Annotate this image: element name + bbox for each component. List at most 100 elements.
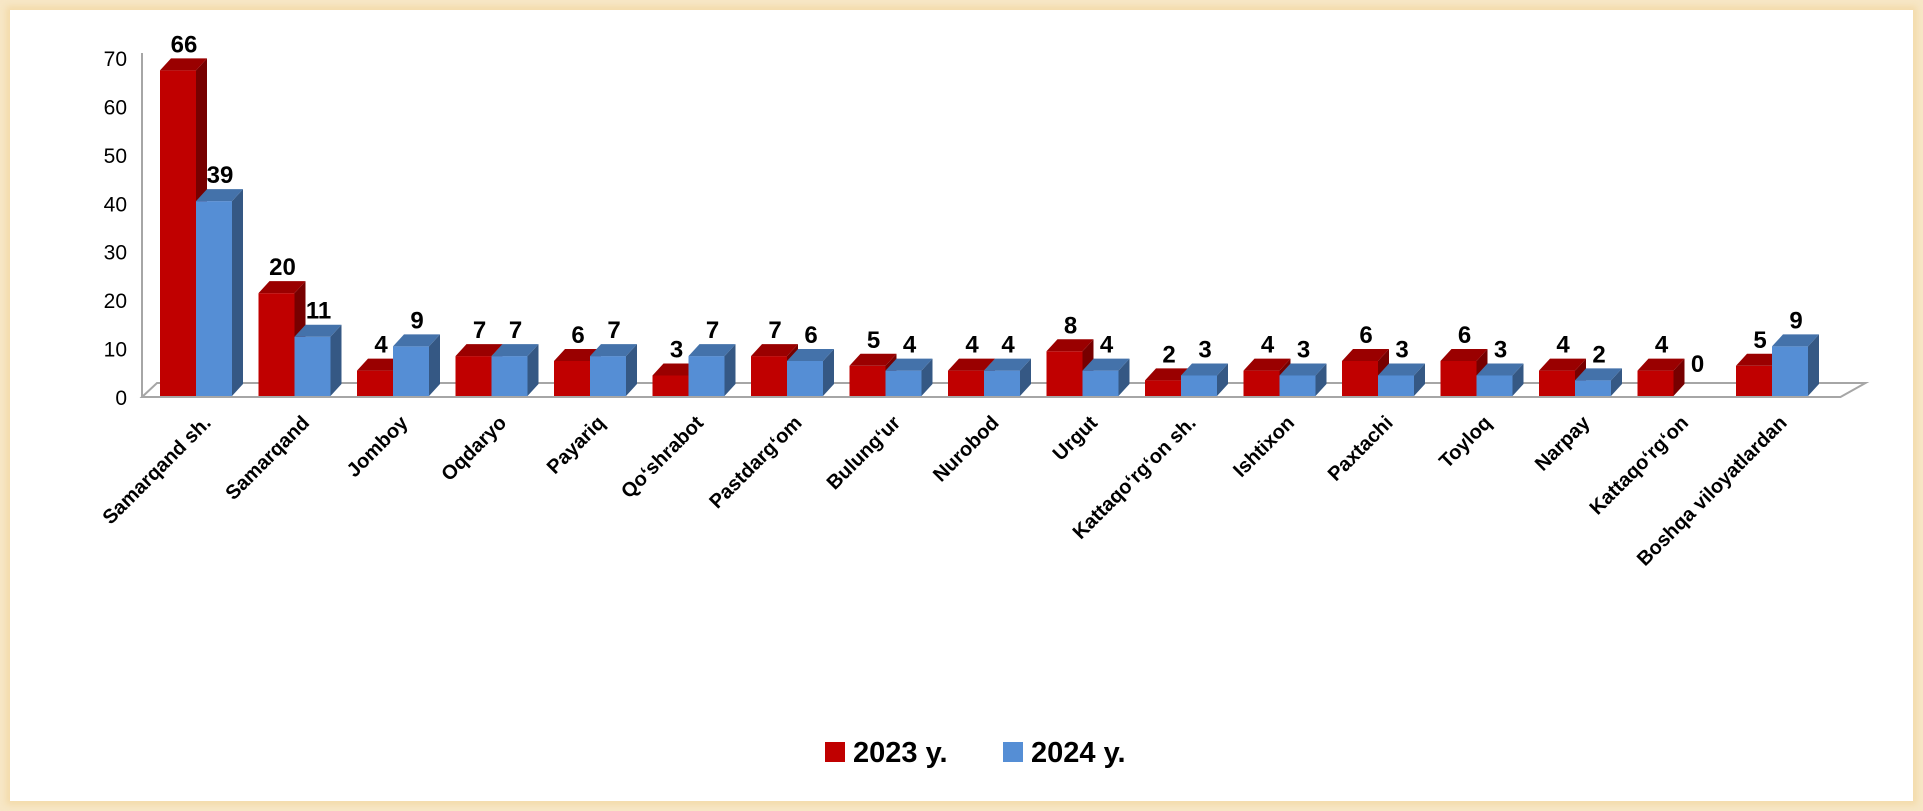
- chart-frame: 0 10 20 30 40 50 60 70 66 39 20 11 4 9 7 7 6 7 3 7 7 6 5 4 4 4 8 4…: [10, 10, 1913, 801]
- bar-top: [751, 344, 798, 357]
- data-label: 3: [1297, 336, 1310, 363]
- bar-side: [1512, 363, 1524, 396]
- data-label: 4: [374, 332, 388, 359]
- bar-side: [1414, 363, 1425, 396]
- bar: [554, 360, 590, 396]
- bar-top: [1378, 363, 1425, 376]
- bar: [1736, 365, 1772, 396]
- bar-top: [455, 344, 503, 357]
- bar-side: [1217, 363, 1228, 396]
- bar: [1575, 380, 1611, 396]
- bar: [1279, 375, 1316, 396]
- legend-label: 2023 y.: [853, 737, 948, 769]
- data-label: 4: [1261, 332, 1275, 359]
- bar: [1440, 360, 1477, 396]
- bar-side: [1118, 358, 1130, 396]
- bar: [849, 365, 886, 396]
- category-label: Urgut: [1049, 412, 1102, 465]
- bar: [258, 293, 295, 396]
- data-label: 2: [1162, 341, 1175, 368]
- data-label: 3: [670, 336, 683, 363]
- bar: [984, 370, 1020, 396]
- bar-top: [849, 353, 897, 366]
- bar-top: [1046, 339, 1094, 352]
- data-label: 39: [207, 162, 234, 189]
- bar: [1378, 375, 1414, 396]
- bar-top: [1082, 358, 1130, 371]
- bar-top: [1145, 368, 1192, 381]
- bar-side: [626, 344, 637, 396]
- bar-top: [948, 358, 995, 371]
- bar-top: [787, 348, 834, 361]
- data-label: 9: [1789, 307, 1802, 334]
- y-tick-label: 60: [104, 96, 127, 119]
- data-label: 0: [1691, 351, 1704, 378]
- y-tick-label: 10: [104, 339, 127, 362]
- data-label: 2: [1592, 341, 1605, 368]
- category-label: Payariq: [543, 412, 610, 479]
- bar-side: [330, 324, 342, 396]
- bar-top: [160, 58, 207, 71]
- bar-side: [1808, 334, 1819, 396]
- bar: [455, 356, 492, 396]
- data-label: 20: [269, 254, 296, 281]
- bar-top: [294, 324, 342, 337]
- y-axis: 0 10 20 30 40 50 60 70: [104, 48, 143, 410]
- bar: [1046, 351, 1083, 396]
- y-tick-label: 40: [104, 193, 127, 216]
- data-label: 7: [768, 317, 781, 344]
- category-label: Pastdarg‘om: [705, 412, 806, 513]
- bar-top: [1772, 334, 1819, 347]
- bar-top: [1476, 363, 1524, 376]
- data-label: 8: [1064, 312, 1077, 339]
- category-label: Qo‘shrabot: [617, 412, 708, 503]
- data-label: 7: [706, 317, 719, 344]
- category-label: Paxtachi: [1324, 412, 1398, 486]
- bar-side: [1673, 358, 1685, 396]
- bar: [1637, 370, 1674, 396]
- data-label: 7: [473, 317, 486, 344]
- bar-top: [1736, 353, 1783, 366]
- bar-side: [1611, 368, 1622, 396]
- data-label: 4: [1556, 332, 1570, 359]
- legend-swatch: [1003, 742, 1023, 762]
- bar: [1181, 375, 1217, 396]
- category-label: Samarqand: [221, 412, 314, 505]
- category-label: Jomboy: [343, 411, 413, 481]
- bar: [948, 370, 984, 396]
- bar-side: [823, 348, 834, 396]
- bar: [590, 356, 626, 396]
- bar-side: [429, 334, 440, 396]
- category-label: Toyloq: [1435, 412, 1496, 473]
- data-label: 5: [1753, 327, 1766, 354]
- data-label: 6: [571, 322, 584, 349]
- bar-side: [921, 358, 933, 396]
- data-label: 9: [410, 307, 423, 334]
- bar-side: [724, 344, 736, 396]
- legend-swatch: [825, 742, 845, 762]
- y-tick-label: 30: [104, 242, 127, 265]
- bar-side: [232, 189, 243, 396]
- data-label: 3: [1395, 336, 1408, 363]
- data-label: 4: [1100, 332, 1114, 359]
- bar: [688, 356, 725, 396]
- bar: [491, 356, 528, 396]
- data-label: 7: [509, 317, 522, 344]
- data-label: 66: [171, 31, 198, 58]
- data-label: 3: [1494, 336, 1507, 363]
- bar-top: [554, 348, 601, 361]
- bar: [1539, 370, 1575, 396]
- bar: [357, 370, 393, 396]
- bar-top: [590, 344, 637, 357]
- y-tick-label: 20: [104, 290, 127, 313]
- bar-top: [491, 344, 539, 357]
- bar-top: [984, 358, 1031, 371]
- bar: [294, 336, 331, 396]
- category-label: Kattaqo‘rg‘on: [1586, 412, 1693, 519]
- bar-top: [258, 281, 306, 294]
- bar-top: [1539, 358, 1586, 371]
- bar-top: [1279, 363, 1327, 376]
- bar: [1772, 346, 1808, 396]
- bar-top: [1243, 358, 1291, 371]
